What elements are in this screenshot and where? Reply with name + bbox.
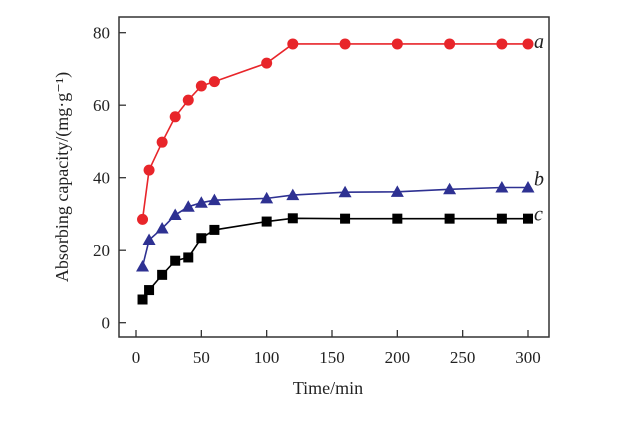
x-tick-label: 50: [193, 348, 210, 367]
data-point-b: [207, 193, 221, 206]
data-point-b: [136, 260, 150, 272]
data-point-c: [496, 213, 507, 224]
data-point-a: [143, 164, 155, 176]
y-tick-label: 0: [102, 314, 111, 333]
series-label-a: a: [534, 31, 544, 53]
data-point-a: [156, 136, 168, 148]
plot-frame: [118, 16, 550, 338]
series-a: a: [137, 31, 544, 225]
y-tick-label: 40: [93, 169, 110, 188]
data-point-a: [287, 38, 299, 50]
data-point-a: [169, 111, 181, 123]
series-label-c: c: [534, 204, 543, 226]
x-tick-label: 200: [385, 348, 411, 367]
data-point-b: [495, 180, 509, 193]
data-point-a: [261, 57, 273, 69]
data-point-c: [157, 269, 168, 280]
data-point-b: [286, 188, 300, 201]
data-point-c: [392, 213, 403, 224]
data-point-a: [339, 38, 351, 50]
data-point-c: [196, 233, 207, 244]
data-point-b: [390, 185, 404, 197]
data-point-b: [181, 200, 195, 212]
data-point-b: [194, 196, 208, 208]
x-tick-label: 0: [132, 348, 141, 367]
data-point-a: [208, 76, 220, 88]
data-point-b: [338, 185, 352, 198]
data-point-c: [523, 213, 533, 224]
data-point-a: [444, 38, 456, 50]
series-label-b: b: [534, 168, 544, 190]
data-point-a: [182, 94, 194, 106]
x-tick-label: 150: [319, 348, 345, 367]
x-tick-label: 100: [254, 348, 280, 367]
data-point-c: [183, 252, 194, 263]
data-point-c: [444, 213, 455, 224]
data-point-c: [209, 224, 220, 235]
data-point-a: [391, 38, 403, 50]
y-axis-label: Absorbing capacity/(mg·g⁻¹): [52, 72, 73, 282]
series-c: c: [137, 204, 543, 305]
x-axis-label: Time/min: [293, 378, 363, 398]
data-point-a: [195, 80, 207, 92]
y-tick-label: 60: [93, 96, 110, 115]
data-point-c: [144, 285, 155, 296]
data-point-b: [168, 208, 182, 221]
x-tick-label: 300: [515, 348, 541, 367]
data-point-c: [170, 255, 181, 266]
data-point-b: [155, 221, 169, 234]
data-point-a: [137, 213, 149, 225]
data-point-a: [496, 38, 508, 50]
data-point-c: [287, 213, 298, 224]
series-b: b: [136, 168, 544, 272]
series-line-c: [141, 217, 528, 300]
data-point-b: [443, 182, 457, 195]
data-point-a: [522, 38, 534, 50]
data-point-b: [521, 180, 535, 193]
data-point-b: [260, 191, 274, 204]
y-tick-label: 80: [93, 24, 110, 43]
data-point-c: [340, 213, 351, 224]
data-point-c: [137, 294, 148, 305]
y-tick-label: 20: [93, 241, 110, 260]
data-point-c: [261, 216, 272, 227]
x-tick-label: 250: [450, 348, 476, 367]
data-point-b: [142, 233, 156, 246]
